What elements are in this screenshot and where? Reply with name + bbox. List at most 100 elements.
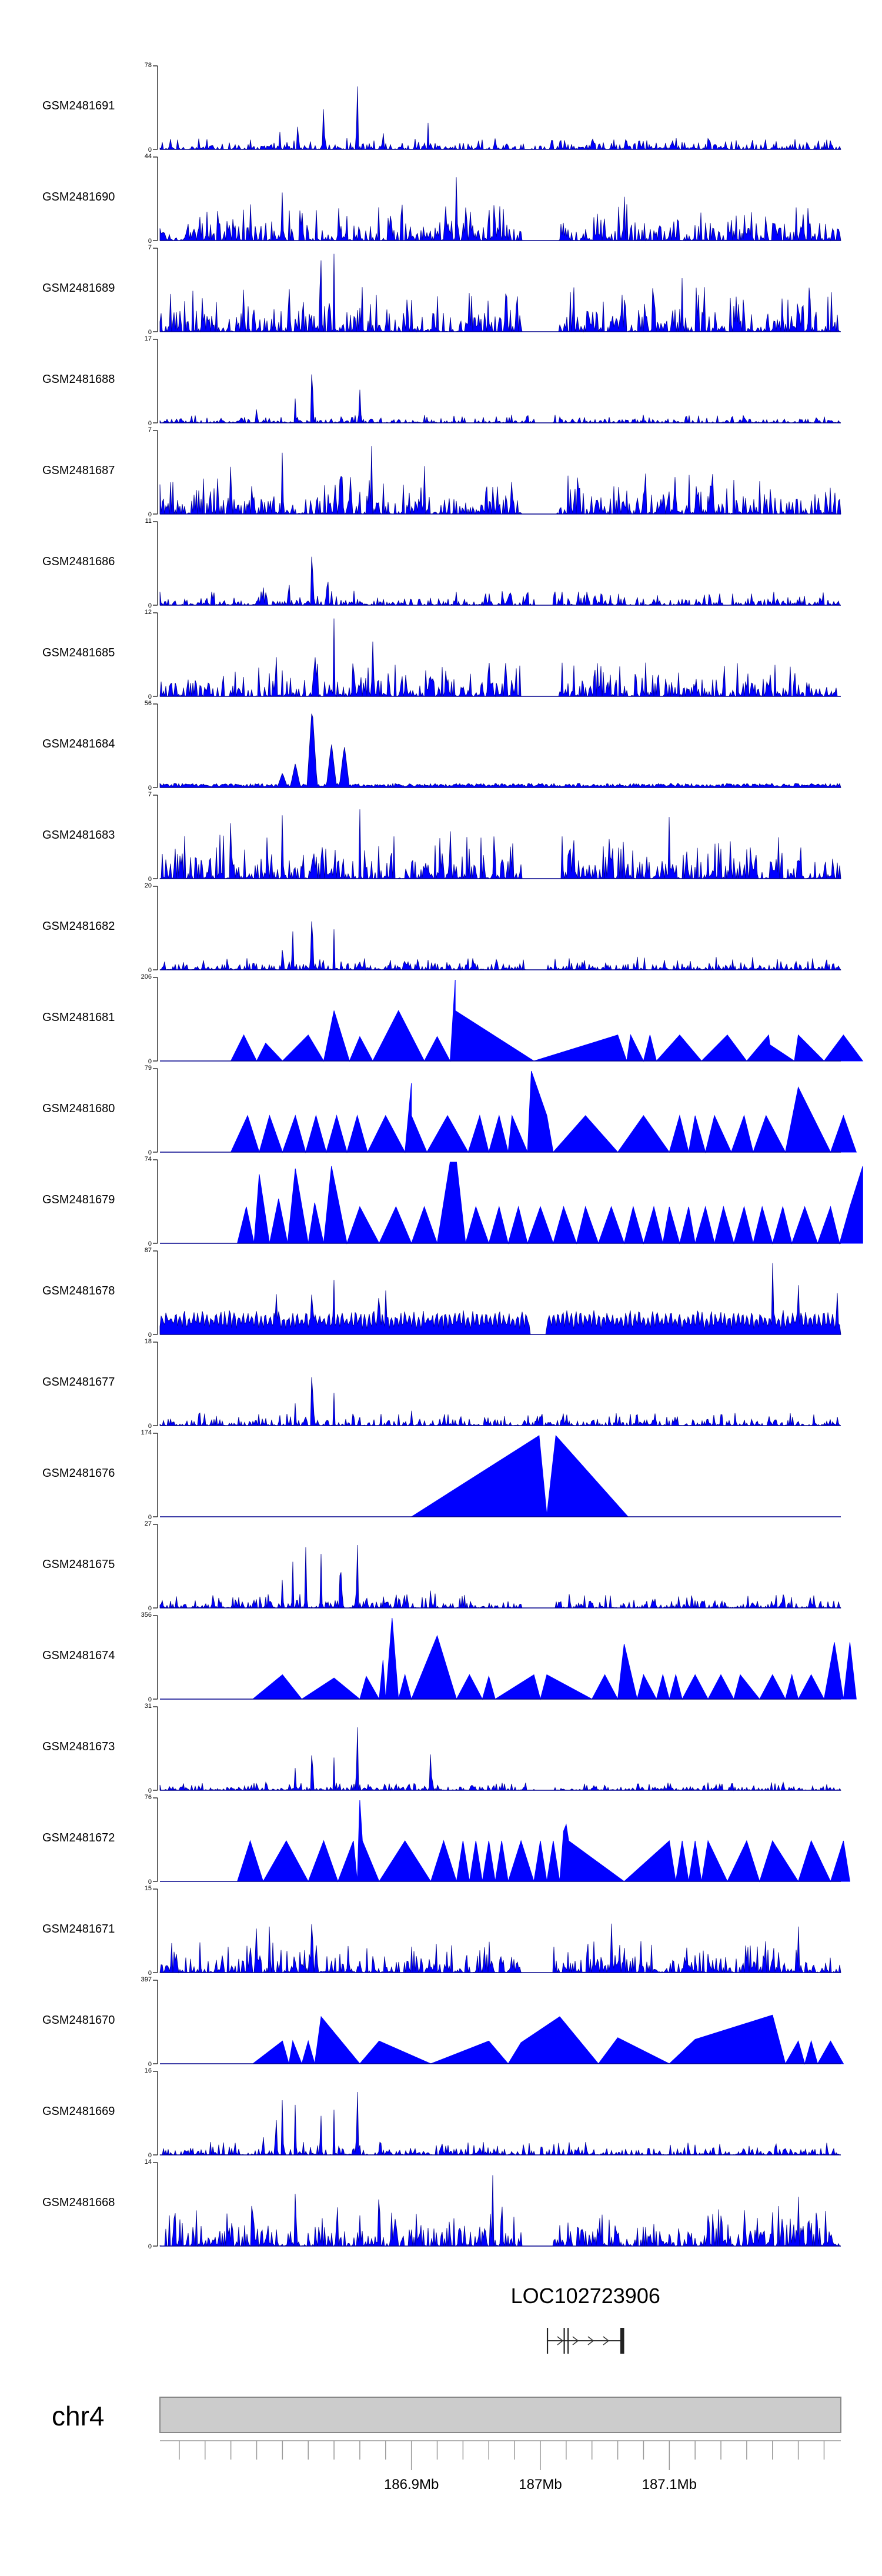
track-gsm2481668: GSM2481668 14 0 [42,2158,841,2250]
y-max-label: 397 [141,1976,152,1983]
y-max-label: 7 [148,426,152,433]
y-max-label: 79 [145,1065,152,1072]
track-gsm2481682: GSM2481682 20 0 [42,882,841,974]
y-min-label: 0 [148,1696,152,1703]
y-max-label: 18 [145,1338,152,1345]
track-gsm2481673: GSM2481673 31 0 [42,1703,841,1794]
chromosome-label: chr4 [52,2401,104,2431]
y-min-label: 0 [148,1240,152,1247]
y-max-label: 7 [148,791,152,798]
coverage-area [230,1070,857,1153]
y-max-label: 7 [148,244,152,251]
track-gsm2481685: GSM2481685 12 0 [42,609,841,700]
track-label: GSM2481689 [42,282,115,295]
y-min-label: 0 [148,1423,152,1430]
track-label: GSM2481684 [42,738,115,750]
y-min-label: 0 [148,876,152,883]
track-gsm2481678: GSM2481678 87 0 [42,1247,841,1339]
y-min-label: 0 [148,1787,152,1794]
track-label: GSM2481668 [42,2196,115,2209]
track-label: GSM2481680 [42,1102,115,1115]
track-gsm2481674: GSM2481674 356 0 [42,1611,857,1703]
y-max-label: 87 [145,1247,152,1254]
y-max-label: 76 [145,1794,152,1801]
y-min-label: 0 [148,329,152,336]
y-min-label: 0 [148,1878,152,1886]
y-max-label: 12 [145,609,152,616]
y-max-label: 31 [145,1703,152,1710]
y-min-label: 0 [148,1058,152,1065]
y-min-label: 0 [148,511,152,518]
track-label: GSM2481671 [42,1923,115,1936]
y-max-label: 20 [145,882,152,889]
track-gsm2481689: GSM2481689 7 0 [42,244,841,336]
exon [567,2328,569,2354]
track-label: GSM2481676 [42,1467,115,1480]
strand-arrow [603,2336,610,2345]
coverage-area [159,1544,841,1609]
track-label: GSM2481683 [42,829,115,842]
gene-track: LOC102723906 [511,2284,660,2354]
coverage-area [410,1434,629,1517]
track-gsm2481672: GSM2481672 76 0 [42,1794,850,1886]
coverage-area [159,1377,841,1427]
track-gsm2481680: GSM2481680 79 0 [42,1065,857,1156]
track-gsm2481690: GSM2481690 44 0 [42,153,841,245]
track-gsm2481677: GSM2481677 18 0 [42,1338,841,1430]
y-max-label: 56 [145,700,152,707]
chromosome-band [159,2397,841,2433]
y-max-label: 206 [141,973,152,980]
gene-loc102723906: LOC102723906 [511,2284,660,2354]
track-label: GSM2481688 [42,373,115,386]
track-label: GSM2481691 [42,99,115,112]
axis-label: 187Mb [519,2477,562,2492]
track-gsm2481683: GSM2481683 7 0 [42,791,841,883]
coverage-area [159,86,841,151]
gene-label: LOC102723906 [511,2284,660,2308]
track-label: GSM2481686 [42,555,115,568]
y-max-label: 44 [145,153,152,160]
track-label: GSM2481682 [42,920,115,933]
y-min-label: 0 [148,2061,152,2068]
y-max-label: 356 [141,1611,152,1619]
y-max-label: 14 [145,2158,152,2165]
coverage-area [236,1800,850,1883]
coverage-area [159,446,841,515]
coverage-area [159,921,841,971]
track-label: GSM2481678 [42,1284,115,1297]
strand-arrow [557,2336,564,2345]
track-gsm2481679: GSM2481679 74 0 [42,1156,863,1247]
y-max-label: 16 [145,2067,152,2074]
track-label: GSM2481675 [42,1558,115,1571]
chromosome-ideogram: chr4 [52,2397,841,2433]
y-max-label: 174 [141,1429,152,1436]
coverage-area [159,556,841,606]
track-gsm2481684: GSM2481684 56 0 [42,700,841,792]
track-label: GSM2481679 [42,1193,115,1206]
y-min-label: 0 [148,1514,152,1521]
coverage-area [159,2091,841,2156]
y-max-label: 74 [145,1156,152,1163]
y-min-label: 0 [148,2152,152,2159]
track-gsm2481676: GSM2481676 174 0 [42,1429,841,1521]
track-label: GSM2481687 [42,464,115,477]
track-label: GSM2481670 [42,2014,115,2027]
coverage-area [159,2175,841,2247]
coverage-area [159,1263,841,1335]
coverage-area [159,253,841,333]
y-min-label: 0 [148,1970,152,1977]
track-gsm2481671: GSM2481671 15 0 [42,1885,841,1977]
track-gsm2481681: GSM2481681 206 0 [42,973,864,1065]
y-min-label: 0 [148,1605,152,1612]
track-label: GSM2481685 [42,646,115,659]
coverage-area [159,1923,841,1974]
track-gsm2481691: GSM2481691 78 0 [42,62,841,154]
track-label: GSM2481681 [42,1011,115,1024]
y-max-label: 11 [145,518,152,525]
y-min-label: 0 [148,2243,152,2250]
coverage-area [236,1162,863,1244]
strand-arrow [572,2336,579,2345]
coverage-area [159,374,841,424]
track-gsm2481670: GSM2481670 397 0 [42,1976,844,2068]
